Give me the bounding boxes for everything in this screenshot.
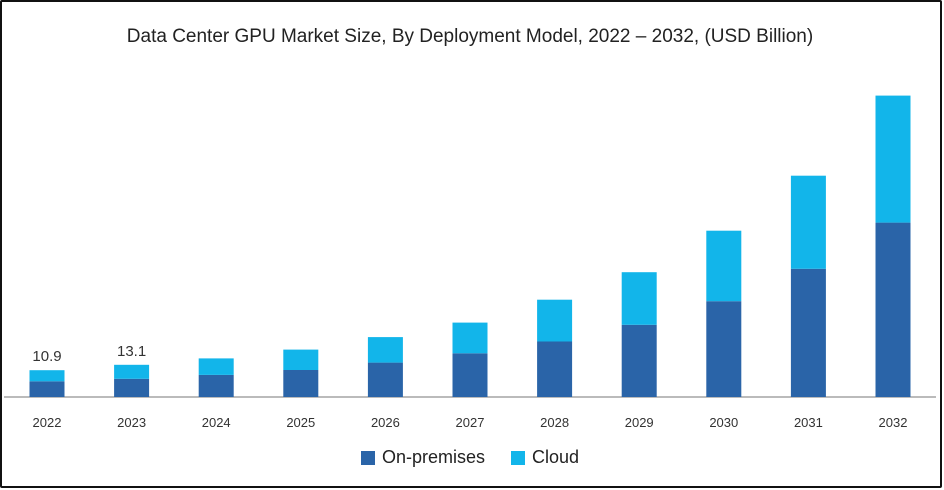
bar-on-premises-2031 (790, 268, 826, 397)
bar-cloud-2031 (790, 175, 826, 269)
legend-item-cloud: Cloud (511, 447, 579, 468)
chart-title: Data Center GPU Market Size, By Deployme… (126, 26, 814, 47)
legend-label-on-premises: On-premises (381, 447, 485, 467)
x-tick-label-2024: 2024 (202, 415, 231, 430)
x-tick-label-2027: 2027 (456, 415, 485, 430)
bar-on-premises-2032 (875, 222, 911, 397)
bar-cloud-2029 (621, 272, 657, 325)
legend-label-cloud: Cloud (532, 447, 580, 467)
bar-cloud-2032 (875, 95, 911, 223)
data-label-2022: 10.9 (32, 348, 61, 365)
bar-on-premises-2026 (367, 362, 403, 397)
bar-cloud-2028 (537, 299, 573, 342)
bar-cloud-2023 (114, 364, 150, 379)
legend-swatch-cloud (511, 450, 525, 465)
x-tick-label-2030: 2030 (709, 415, 738, 430)
bar-cloud-2027 (452, 322, 488, 354)
x-tick-label-2029: 2029 (625, 415, 654, 430)
x-tick-label-2028: 2028 (540, 415, 569, 430)
x-tick-label-2032: 2032 (879, 415, 908, 430)
x-tick-label-2023: 2023 (117, 415, 146, 430)
legend: On-premises Cloud (0, 447, 940, 468)
bar-on-premises-2022 (29, 381, 65, 397)
bar-cloud-2025 (283, 349, 319, 370)
x-tick-label-2026: 2026 (371, 415, 400, 430)
chart-plot: 2022 2023 2024 2025 2026 2027 2028 2029 2030 2031… (4, 95, 936, 430)
bar-on-premises-2029 (621, 324, 657, 397)
x-tick-label-2025: 2025 (286, 415, 315, 430)
bar-on-premises-2023 (114, 378, 150, 397)
bar-on-premises-2024 (198, 374, 234, 397)
x-tick-label-2031: 2031 (794, 415, 823, 430)
bar-cloud-2026 (367, 337, 403, 363)
bar-on-premises-2030 (706, 301, 742, 397)
bar-on-premises-2028 (537, 341, 573, 397)
legend-item-on-premises: On-premises (360, 447, 485, 468)
bar-cloud-2024 (198, 358, 234, 375)
bar-cloud-2030 (706, 230, 742, 302)
bar-on-premises-2027 (452, 353, 488, 397)
x-tick-label-2022: 2022 (33, 415, 62, 430)
legend-swatch-on-premises (360, 450, 375, 465)
bar-cloud-2022 (29, 370, 65, 382)
bar-on-premises-2025 (283, 370, 319, 397)
data-label-2023: 13.1 (117, 343, 146, 360)
